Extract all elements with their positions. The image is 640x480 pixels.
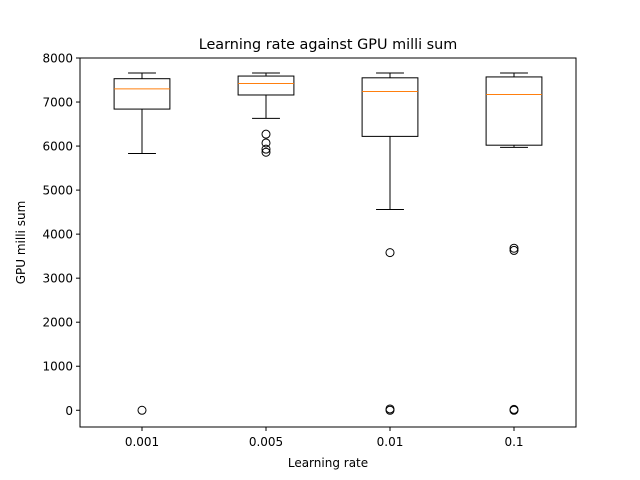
y-tick-label: 8000 bbox=[42, 52, 73, 66]
box-iqr bbox=[237, 75, 295, 96]
y-tick-label: 0 bbox=[65, 404, 73, 418]
box-group bbox=[113, 72, 171, 415]
plot-area bbox=[113, 72, 543, 415]
box-iqr bbox=[361, 77, 419, 137]
outlier-point bbox=[385, 248, 395, 258]
box-group bbox=[361, 72, 419, 415]
outlier-point bbox=[137, 405, 147, 415]
y-tick-label: 2000 bbox=[42, 316, 73, 330]
y-tick-label: 1000 bbox=[42, 360, 73, 374]
x-tick-label: 0.001 bbox=[125, 435, 159, 449]
outlier-point bbox=[385, 405, 395, 415]
x-axis-label: Learning rate bbox=[288, 456, 368, 470]
outlier-point bbox=[261, 138, 271, 148]
y-tick-label: 3000 bbox=[42, 272, 73, 286]
y-tick-label: 6000 bbox=[42, 140, 73, 154]
y-tick-label: 4000 bbox=[42, 228, 73, 242]
plot-frame bbox=[79, 57, 577, 428]
x-tick-label: 0.1 bbox=[504, 435, 523, 449]
x-tick-label: 0.005 bbox=[249, 435, 283, 449]
x-axis: 0.001 0.005 0.01 0.1 bbox=[125, 427, 524, 449]
box-group bbox=[485, 72, 543, 415]
outlier-point bbox=[509, 405, 519, 415]
y-tick-label: 5000 bbox=[42, 184, 73, 198]
outlier-point bbox=[261, 144, 271, 154]
box-iqr bbox=[113, 78, 171, 110]
outlier-point bbox=[509, 243, 519, 253]
box-group bbox=[237, 72, 295, 157]
y-tick-label: 7000 bbox=[42, 96, 73, 110]
y-axis: 0 1000 2000 3000 4000 5000 6000 7000 8000 bbox=[42, 52, 80, 418]
box-iqr bbox=[485, 76, 543, 146]
outlier-point bbox=[509, 245, 519, 255]
outlier-point bbox=[261, 129, 271, 139]
y-axis-label: GPU milli sum bbox=[14, 201, 28, 285]
x-tick-label: 0.01 bbox=[377, 435, 404, 449]
chart-title: Learning rate against GPU milli sum bbox=[199, 37, 458, 53]
outlier-point bbox=[261, 147, 271, 157]
